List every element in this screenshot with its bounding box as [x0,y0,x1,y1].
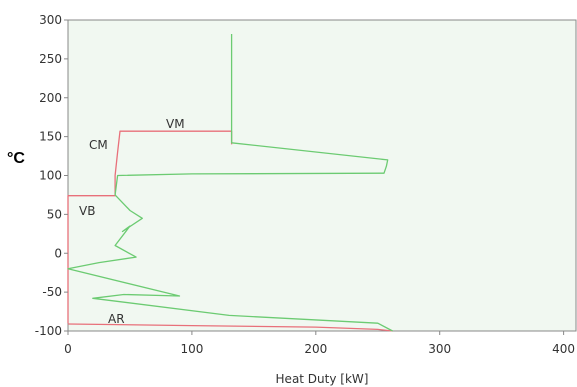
y-tick-label: 50 [47,207,62,221]
y-tick-label: -100 [35,324,62,338]
x-tick-label: 200 [304,342,327,356]
series-layer [67,34,393,332]
series-line-1 [67,323,393,332]
y-axis: -100 -50 0 50 100 150 200 250 300 [35,13,68,338]
y-axis-title: °C [7,150,25,167]
y-tick-label: 150 [39,130,62,144]
x-tick-label: 0 [64,342,72,356]
series-line-2 [67,34,393,332]
x-tick-label: 100 [180,342,203,356]
zone-label-vb: VB [79,204,95,218]
y-tick-label: 300 [39,13,62,27]
y-tick-label: 250 [39,52,62,66]
y-tick-label: -50 [42,285,62,299]
series-line-0 [67,130,233,324]
x-tick-label: 300 [428,342,451,356]
x-axis-title: Heat Duty [kW] [276,372,369,386]
y-tick-label: 0 [54,246,62,260]
zone-label-cm: CM [89,138,108,152]
x-axis: 0 100 200 300 400 [64,331,575,356]
y-tick-label: 200 [39,91,62,105]
plot-area [67,19,577,332]
x-tick-label: 400 [552,342,575,356]
zone-label-ar: AR [108,312,125,326]
y-tick-label: 100 [39,169,62,183]
zone-label-vm: VM [166,117,185,131]
